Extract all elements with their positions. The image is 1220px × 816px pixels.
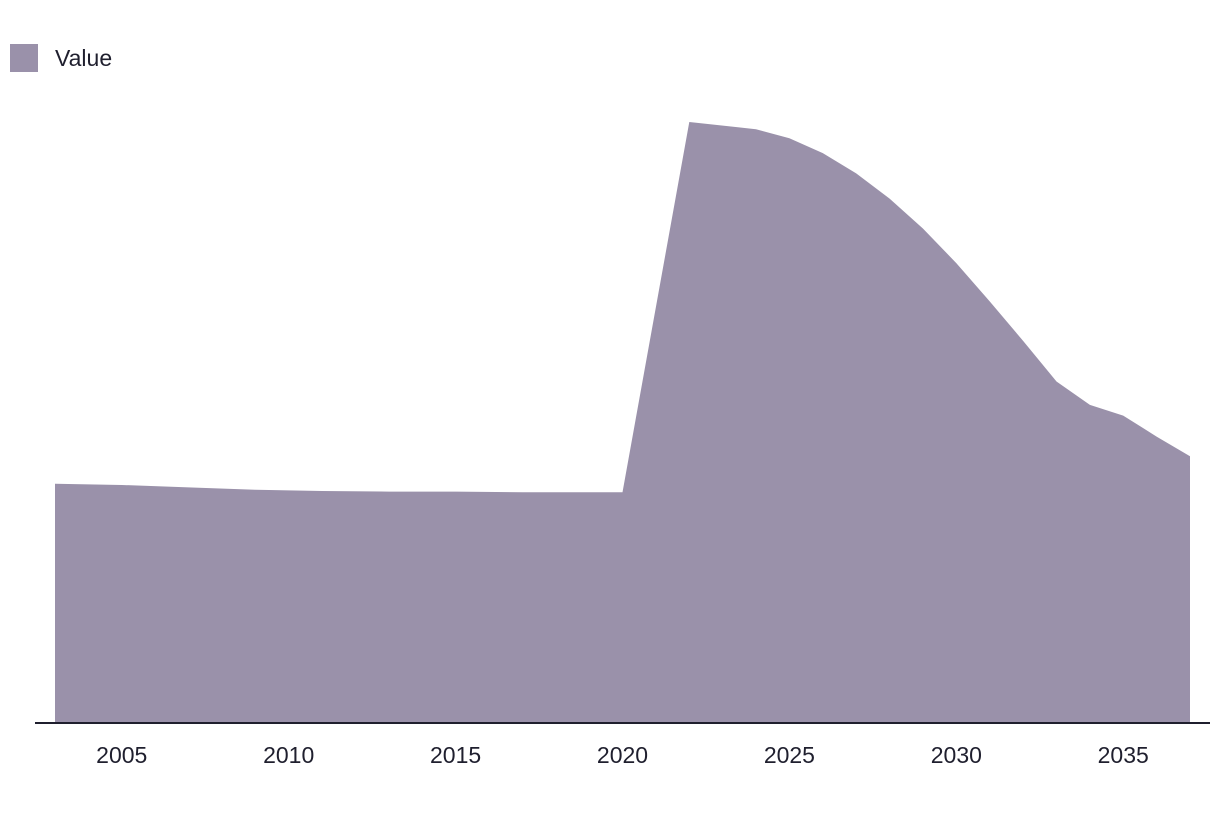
legend-swatch-value	[10, 44, 38, 72]
x-tick-label: 2025	[764, 742, 815, 768]
x-tick-label: 2020	[597, 742, 648, 768]
x-tick-label: 2010	[263, 742, 314, 768]
x-tick-label: 2035	[1098, 742, 1149, 768]
area-series-value	[55, 122, 1190, 723]
x-tick-label: 2005	[96, 742, 147, 768]
series-layer	[55, 122, 1190, 723]
x-axis-ticks: 2005 2010 2015 2020 2025 2030 2035	[96, 742, 1149, 768]
x-tick-label: 2015	[430, 742, 481, 768]
legend-label-value: Value	[55, 44, 113, 71]
legend: Value	[10, 44, 112, 72]
x-tick-label: 2030	[931, 742, 982, 768]
